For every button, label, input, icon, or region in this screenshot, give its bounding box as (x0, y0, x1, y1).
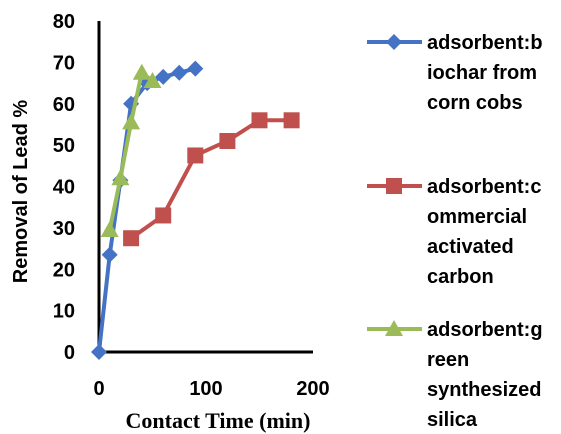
series-3 (100, 63, 162, 237)
legend-marker (386, 178, 402, 194)
data-point (122, 113, 141, 130)
data-point (100, 220, 119, 237)
x-axis-label: Contact Time (min) (126, 408, 311, 433)
data-point (143, 71, 162, 88)
legend-label: reen (427, 349, 469, 371)
data-point (187, 147, 204, 164)
data-point (101, 246, 118, 263)
x-tick-label: 100 (189, 378, 222, 400)
y-tick-label: 30 (53, 218, 75, 240)
data-point (251, 112, 268, 129)
tick-labels: 0 10 20 30 40 50 60 70 80 0 100 200 (53, 11, 330, 400)
series-2 (123, 112, 300, 247)
x-tick-label: 0 (93, 378, 104, 400)
legend-label: carbon (427, 266, 494, 288)
axes (97, 21, 313, 354)
y-tick-label: 50 (53, 135, 75, 157)
data-point (155, 207, 172, 224)
legend-entry-3: adsorbent:g reen synthesized silica (367, 319, 543, 431)
legend-label: iochar from (427, 62, 537, 84)
data-point (187, 60, 204, 77)
legend-label: synthesized (427, 379, 541, 401)
data-point (283, 112, 300, 129)
legend-label: ommercial (427, 206, 527, 228)
legend-label: adsorbent:c (427, 176, 541, 198)
plot-area (91, 60, 300, 360)
series-line (129, 118, 292, 240)
legend-label: adsorbent:g (427, 319, 543, 341)
y-tick-label: 40 (53, 177, 75, 199)
y-tick-label: 70 (53, 52, 75, 74)
data-point (91, 344, 107, 360)
data-point (219, 132, 236, 149)
y-tick-label: 10 (53, 301, 75, 323)
legend-entry-2: adsorbent:c ommercial activated carbon (367, 176, 541, 288)
legend-entry-1: adsorbent:b iochar from corn cobs (367, 32, 543, 114)
legend-label: activated (427, 236, 514, 258)
y-tick-label: 80 (53, 11, 75, 33)
y-tick-label: 0 (64, 342, 75, 364)
data-point (123, 230, 140, 247)
series-1 (91, 60, 204, 360)
legend-marker (385, 320, 403, 336)
legend-label: silica (427, 409, 478, 431)
data-point (155, 68, 172, 85)
data-point (171, 64, 188, 81)
data-point (111, 169, 130, 186)
legend-label: corn cobs (427, 92, 523, 114)
data-point (132, 63, 151, 80)
legend-marker (386, 34, 402, 50)
y-axis-label: Removal of Lead % (10, 100, 32, 284)
y-tick-label: 20 (53, 259, 75, 281)
x-tick-label: 200 (296, 378, 329, 400)
y-tick-label: 60 (53, 94, 75, 116)
legend-label: adsorbent:b (427, 32, 543, 54)
